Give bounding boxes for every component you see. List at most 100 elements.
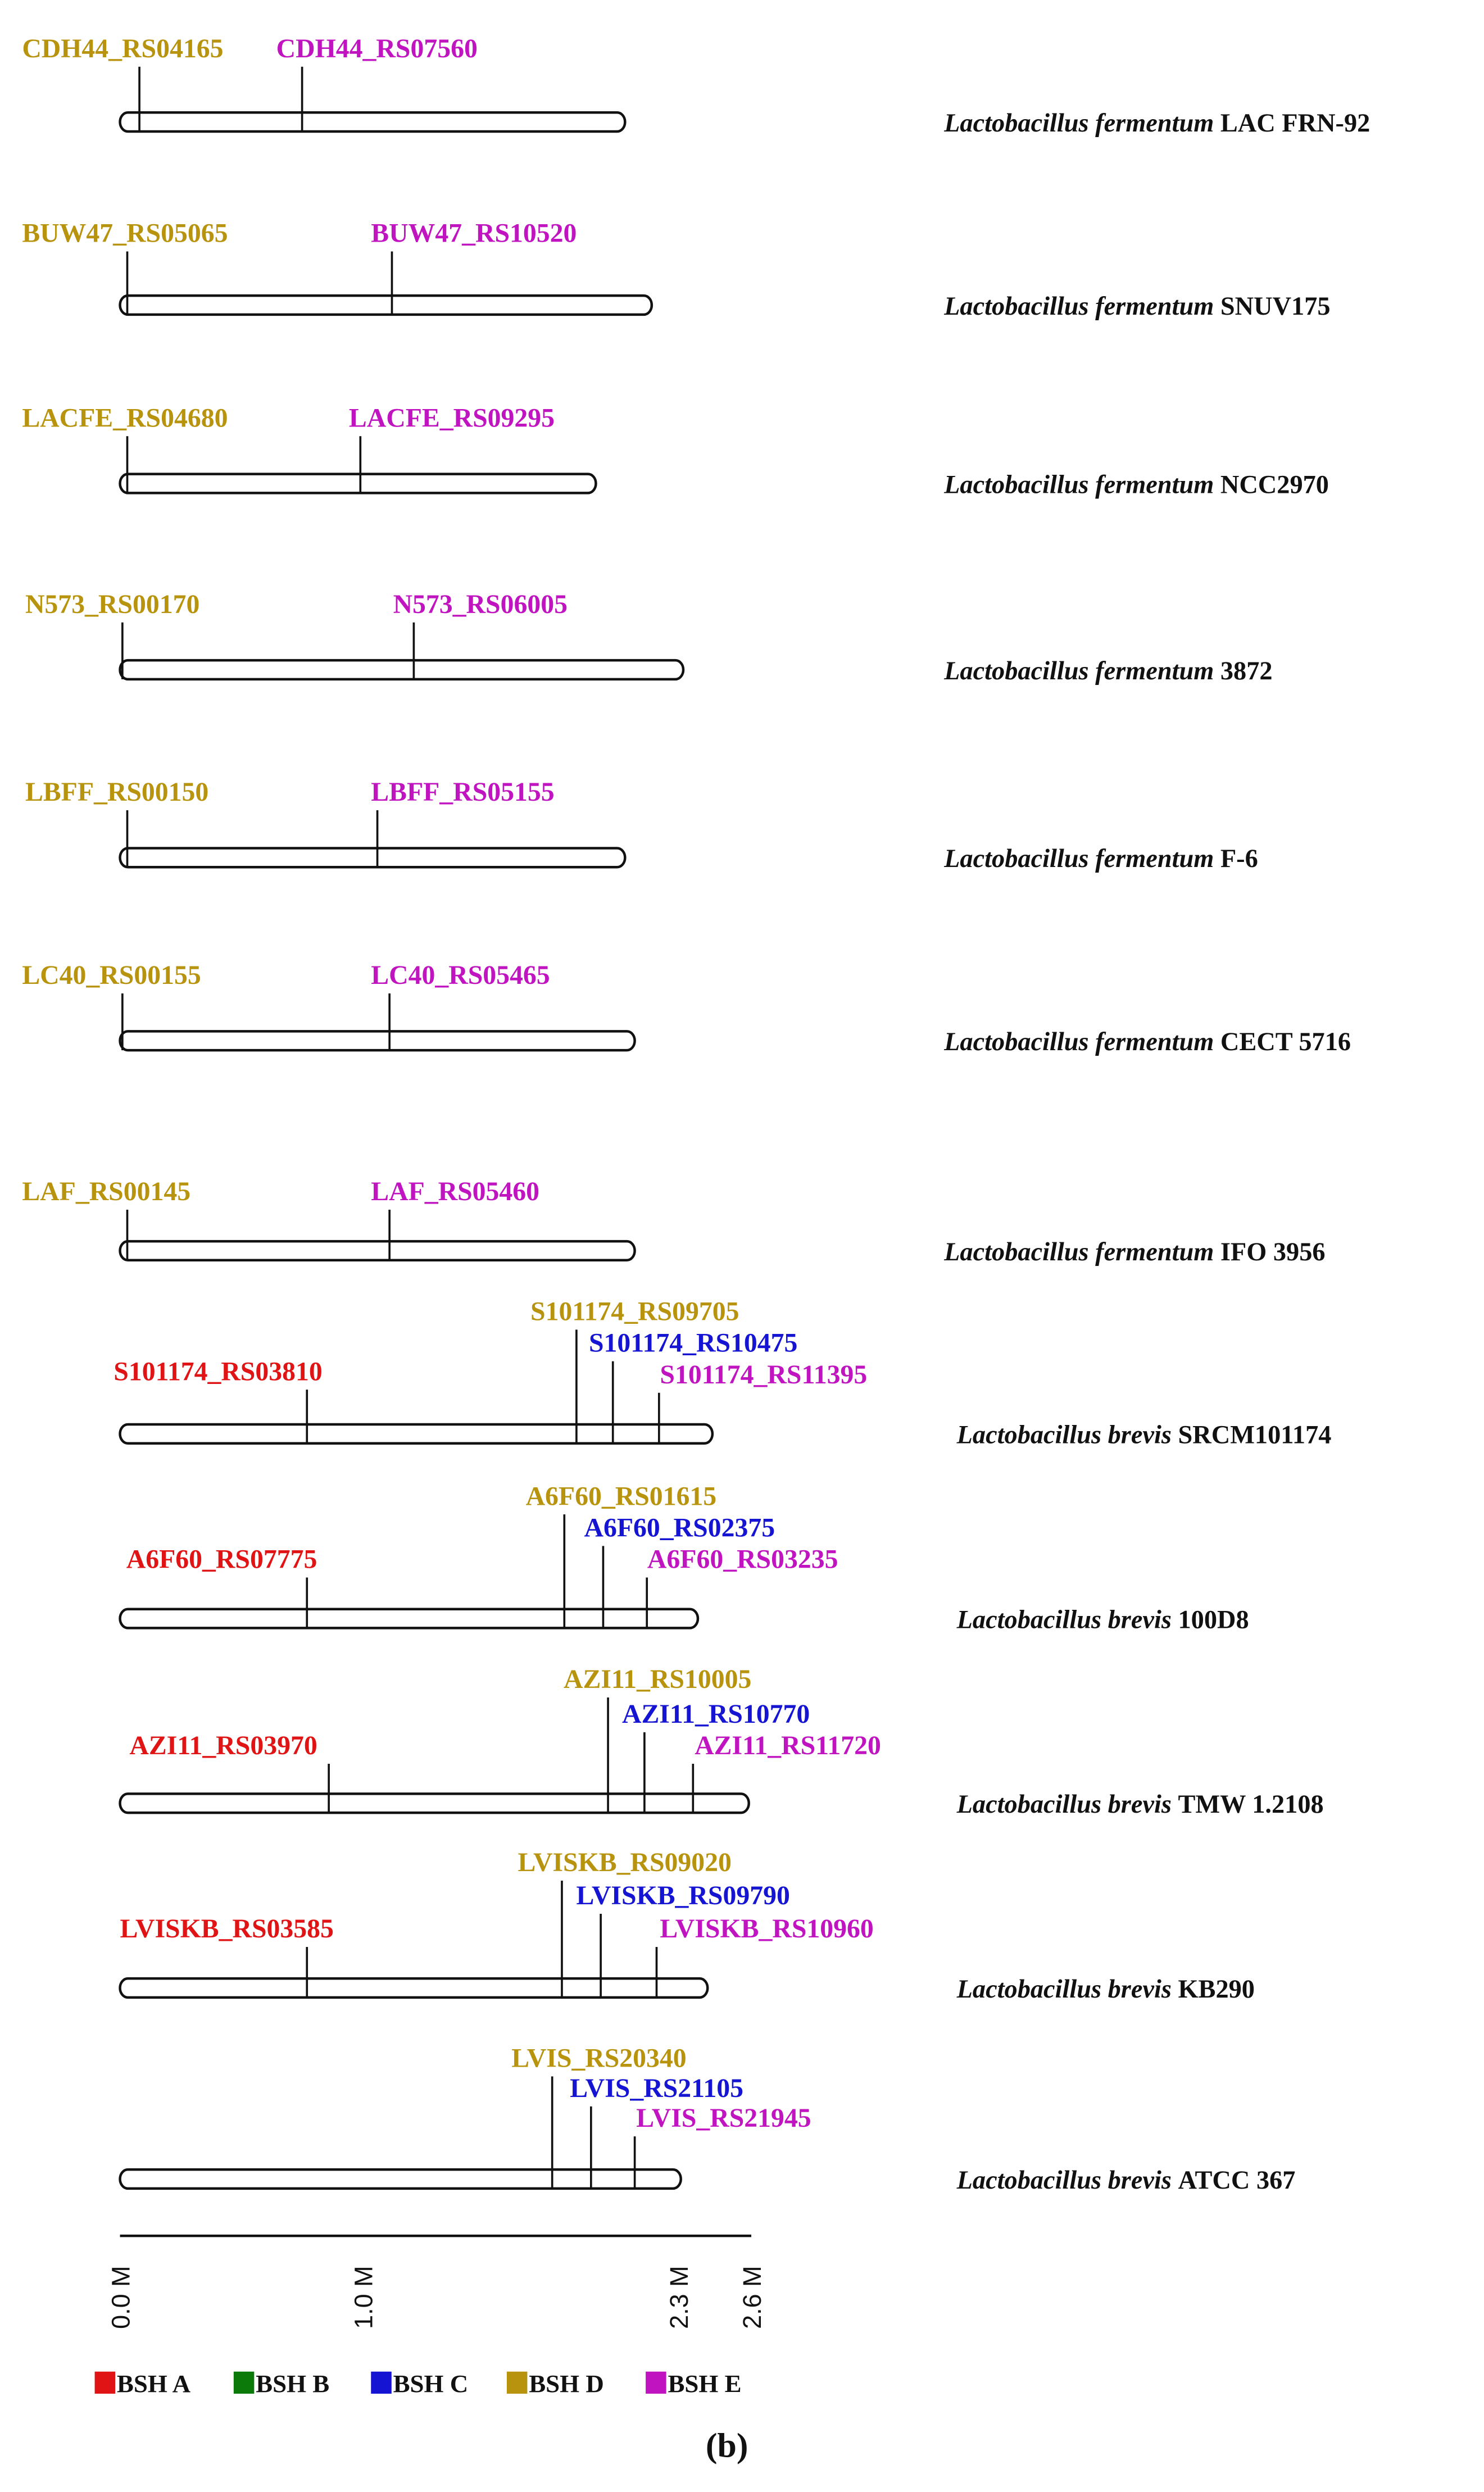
- species-name: Lactobacillus brevis: [956, 1605, 1178, 1634]
- species-name: Lactobacillus fermentum: [943, 1238, 1220, 1267]
- gene-label: BUW47_RS10520: [371, 219, 577, 248]
- axis-tick-label: 2.6 M: [738, 2266, 766, 2328]
- gene-label: LC40_RS05465: [371, 960, 550, 990]
- strain-name: KB290: [1178, 1975, 1254, 2004]
- genome-row: N573_RS00170 N573_RS06005 Lactobacillus fe…: [25, 589, 1273, 686]
- legend-swatch: [646, 2371, 666, 2394]
- genome-row: AZI11_RS03970 AZI11_RS10005 AZI11_RS10770A…: [119, 1664, 1324, 1819]
- species-strain-label: Lactobacillus fermentum LAC FRN-92: [943, 109, 1370, 138]
- species-strain-label: Lactobacillus fermentum IFO 3956: [943, 1238, 1325, 1267]
- legend-label: BSH C: [393, 2370, 469, 2398]
- species-strain-label: Lactobacillus fermentum F-6: [943, 845, 1258, 873]
- chromosome-bar: [119, 1977, 709, 1999]
- gene-label: LACFE_RS09295: [349, 403, 555, 433]
- genome-row: LC40_RS00155 LC40_RS05465 Lactobacillus fe…: [22, 960, 1351, 1056]
- legend-label: BSH E: [668, 2370, 741, 2398]
- chromosome-bar: [119, 294, 653, 316]
- gene-label: LC40_RS00155: [22, 960, 201, 990]
- legend-item: BSH A: [94, 2370, 191, 2398]
- gene-label: AZI11_RS10770: [622, 1699, 810, 1729]
- legend-label: BSH D: [529, 2370, 604, 2398]
- chromosome-bar: [119, 1240, 636, 1262]
- gene-label: AZI11_RS03970: [129, 1731, 317, 1760]
- legend-label: BSH A: [117, 2370, 191, 2398]
- legend-swatch: [371, 2371, 392, 2394]
- genome-row: S101174_RS03810 S101174_RS09705 S101174_RS…: [114, 1297, 1331, 1450]
- species-strain-label: Lactobacillus brevis SRCM101174: [956, 1421, 1332, 1450]
- gene-label: LVIS_RS21105: [570, 2073, 743, 2103]
- chromosome-bar: [119, 111, 627, 133]
- species-name: Lactobacillus brevis: [956, 2166, 1178, 2195]
- axis-tick-label: 1.0 M: [349, 2266, 378, 2328]
- gene-label: LAF_RS05460: [371, 1177, 539, 1206]
- strain-name: LAC FRN-92: [1220, 109, 1370, 138]
- gene-label: N573_RS06005: [393, 589, 568, 619]
- gene-label: LAF_RS00145: [22, 1177, 190, 1206]
- gene-label: AZI11_RS11720: [695, 1731, 881, 1760]
- gene-label: CDH44_RS04165: [22, 34, 223, 63]
- strain-name: CECT 5716: [1220, 1028, 1351, 1056]
- species-strain-label: Lactobacillus brevis TMW 1.2108: [956, 1790, 1324, 1819]
- strain-name: SNUV175: [1220, 292, 1331, 321]
- gene-label: S101174_RS03810: [114, 1356, 322, 1386]
- strain-name: 100D8: [1178, 1605, 1249, 1634]
- gene-label: A6F60_RS03235: [647, 1545, 838, 1574]
- axis-tick-label: 2.3 M: [665, 2266, 693, 2328]
- gene-label: A6F60_RS07775: [126, 1545, 317, 1574]
- gene-label: AZI11_RS10005: [564, 1664, 751, 1694]
- species-name: Lactobacillus brevis: [956, 1975, 1178, 2004]
- genome-row: LACFE_RS04680 LACFE_RS09295 Lactobacillus …: [22, 403, 1329, 499]
- gene-label: A6F60_RS02375: [584, 1513, 775, 1542]
- legend-swatch: [94, 2371, 116, 2394]
- chromosome-bar: [119, 473, 597, 494]
- species-name: Lactobacillus brevis: [956, 1421, 1178, 1450]
- gene-label: S101174_RS09705: [530, 1297, 739, 1327]
- species-strain-label: Lactobacillus brevis ATCC 367: [956, 2166, 1296, 2195]
- strain-name: F-6: [1220, 845, 1258, 873]
- species-strain-label: Lactobacillus brevis KB290: [956, 1975, 1255, 2004]
- gene-label: LVISKB_RS10960: [660, 1914, 873, 1944]
- legend-swatch: [506, 2371, 528, 2394]
- species-strain-label: Lactobacillus fermentum 3872: [943, 657, 1272, 686]
- strain-name: IFO 3956: [1220, 1238, 1326, 1267]
- gene-label: BUW47_RS05065: [22, 219, 228, 248]
- genome-row: LAF_RS00145 LAF_RS05460 Lactobacillus ferm…: [22, 1177, 1325, 1267]
- legend-item: BSH D: [506, 2370, 604, 2398]
- chromosome-bar: [119, 659, 685, 681]
- species-name: Lactobacillus fermentum: [943, 1028, 1220, 1056]
- genome-row: CDH44_RS04165 CDH44_RS07560 Lactobacillus …: [22, 34, 1370, 138]
- chromosome-bar: [119, 2168, 682, 2190]
- gene-label: LBFF_RS00150: [25, 777, 208, 807]
- gene-label: S101174_RS11395: [660, 1360, 867, 1390]
- gene-label: CDH44_RS07560: [276, 34, 478, 63]
- chromosome-bar: [119, 1792, 750, 1814]
- strain-name: SRCM101174: [1178, 1421, 1331, 1450]
- strain-name: ATCC 367: [1178, 2166, 1295, 2195]
- legend-label: BSH B: [256, 2370, 329, 2398]
- species-name: Lactobacillus fermentum: [943, 845, 1220, 873]
- legend-item: BSH E: [646, 2370, 742, 2398]
- gene-label: LVIS_RS20340: [511, 2043, 686, 2073]
- species-strain-label: Lactobacillus fermentum SNUV175: [943, 292, 1330, 321]
- species-name: Lactobacillus brevis: [956, 1790, 1178, 1819]
- species-name: Lactobacillus fermentum: [943, 657, 1220, 686]
- chromosome-bar: [119, 1608, 700, 1629]
- gene-label: N573_RS00170: [25, 589, 199, 619]
- genome-row: LBFF_RS00150 LBFF_RS05155 Lactobacillus fe…: [25, 777, 1258, 873]
- species-strain-label: Lactobacillus brevis 100D8: [956, 1605, 1249, 1634]
- gene-label: LVISKB_RS03585: [120, 1914, 334, 1944]
- gene-label: LACFE_RS04680: [22, 403, 228, 433]
- genome-row: BUW47_RS05065 BUW47_RS10520 Lactobacillus …: [22, 219, 1330, 321]
- species-name: Lactobacillus fermentum: [943, 292, 1220, 321]
- gene-label: LBFF_RS05155: [371, 777, 554, 807]
- species-name: Lactobacillus fermentum: [943, 109, 1220, 138]
- gene-label: LVISKB_RS09790: [576, 1881, 789, 1910]
- chromosome-bar: [119, 1030, 636, 1052]
- strain-name: TMW 1.2108: [1178, 1790, 1323, 1819]
- strain-name: 3872: [1220, 657, 1273, 686]
- species-strain-label: Lactobacillus fermentum NCC2970: [943, 470, 1329, 499]
